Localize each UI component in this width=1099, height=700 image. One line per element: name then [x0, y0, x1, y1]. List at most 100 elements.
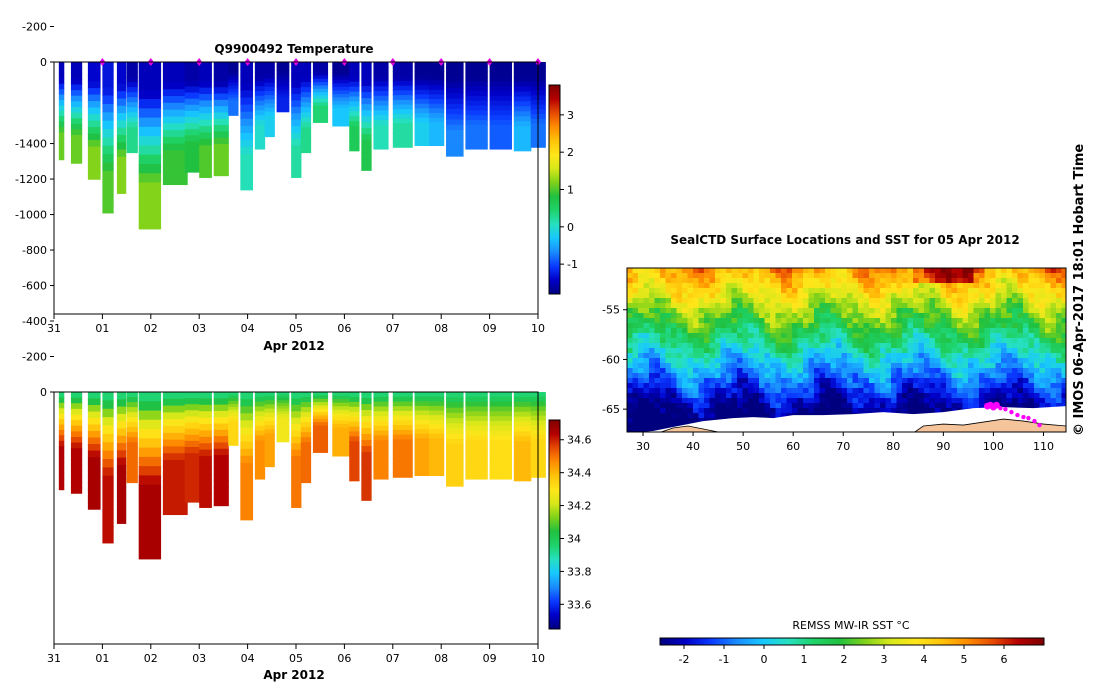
sst-cell: [792, 328, 798, 334]
sst-cell: [687, 268, 694, 274]
temperature-cell: [429, 140, 445, 147]
temperature-cell: [58, 116, 65, 123]
temperature-cell: [254, 86, 266, 92]
sst-cell: [951, 393, 958, 399]
sst-cell: [869, 398, 875, 404]
sst-cell: [869, 323, 875, 329]
sst-cell: [676, 418, 683, 424]
salinity-cell: [446, 465, 464, 471]
temperature-cell: [116, 178, 127, 187]
sst-cell: [1045, 293, 1051, 299]
sst-cell: [775, 278, 782, 284]
sst-cell: [671, 358, 677, 364]
sst-cell: [1034, 398, 1040, 404]
sst-cell: [885, 278, 892, 284]
sst-cell: [1006, 353, 1013, 359]
sst-cell: [968, 383, 974, 389]
sst-cell: [830, 378, 837, 384]
sst-cell: [775, 328, 782, 334]
salinity-cell: [373, 411, 389, 417]
sst-cell: [715, 313, 721, 319]
salinity-cell: [392, 462, 413, 469]
sst-cell: [704, 368, 710, 374]
sst-cell: [841, 383, 848, 389]
sst-cell: [693, 368, 699, 374]
sst-cell: [698, 408, 705, 414]
salinity-cell: [291, 456, 302, 464]
temperature-cell: [102, 196, 114, 206]
salinity-cell: [300, 432, 312, 438]
sst-cell: [781, 368, 787, 374]
sst-cell: [649, 348, 655, 354]
salinity-cell: [361, 422, 372, 429]
sst-cell: [753, 298, 760, 304]
salinity-y-axis: 0-200-400-600-800-1000-1200-1400: [15, 138, 54, 399]
temperature-cell: [102, 170, 114, 180]
temperature-cell: [291, 113, 302, 121]
sst-cell: [819, 348, 826, 354]
temperature-cell: [349, 116, 360, 122]
salinity-cell: [254, 454, 266, 461]
salinity-cell: [162, 412, 188, 420]
temperature-cell: [312, 98, 329, 103]
temperature-cell: [70, 151, 83, 159]
sst-cell: [649, 278, 655, 284]
temperature-cell: [300, 117, 312, 123]
sst-cell: [1056, 333, 1062, 339]
sst-cell: [814, 308, 820, 314]
temperature-cell: [414, 112, 430, 119]
sst-cell: [885, 283, 892, 289]
salinity-cell: [184, 465, 200, 473]
sst-cell: [797, 348, 804, 354]
sst-cell: [957, 343, 963, 349]
sst-cell: [781, 278, 787, 284]
sst-cell: [913, 268, 919, 274]
sst-cell: [693, 288, 699, 294]
salinity-cell: [58, 397, 65, 404]
sst-cell: [649, 318, 655, 324]
salinity-cell: [392, 429, 413, 436]
salinity-cell: [392, 415, 413, 421]
temperature-cell: [392, 137, 413, 144]
sst-cell: [1061, 378, 1066, 384]
sst-cell: [869, 373, 875, 379]
sst-cell: [819, 303, 826, 309]
sst-cell: [742, 388, 749, 394]
sst-cell: [863, 338, 870, 344]
sst-cell: [962, 403, 969, 409]
sst-cell: [841, 408, 848, 414]
salinity-cell: [254, 469, 266, 475]
temperature-cell: [332, 122, 350, 127]
sst-cell: [775, 388, 782, 394]
sst-cell: [803, 328, 809, 334]
sst-cell: [775, 273, 782, 279]
sst-cell: [1023, 383, 1029, 389]
sst-cell: [797, 383, 804, 389]
sst-cell: [704, 298, 710, 304]
salinity-cell: [332, 402, 350, 407]
sst-cell: [1034, 353, 1040, 359]
sst-cell: [984, 363, 991, 369]
salinity-cell: [102, 534, 114, 544]
salinity-cell: [184, 495, 200, 503]
sst-cell: [632, 288, 639, 294]
sst-cell: [764, 378, 771, 384]
temperature-cell: [199, 138, 212, 146]
sst-cell: [797, 393, 804, 399]
salinity-cell: [513, 421, 532, 428]
temperature-cell: [240, 147, 254, 155]
sst-cell: [687, 328, 694, 334]
temperature-cell: [213, 150, 229, 158]
sst-cell: [814, 298, 820, 304]
sst-cell: [742, 338, 749, 344]
temperature-cell: [213, 131, 229, 139]
sst-cell: [715, 288, 721, 294]
sst-cell: [792, 318, 798, 324]
temperature-cell: [58, 132, 65, 139]
salinity-cell: [513, 411, 532, 418]
sst-cell: [825, 298, 831, 304]
sst-cell: [775, 348, 782, 354]
sst-cell: [929, 283, 936, 289]
temperature-colorbar: [548, 84, 561, 295]
sst-cell: [786, 363, 793, 369]
